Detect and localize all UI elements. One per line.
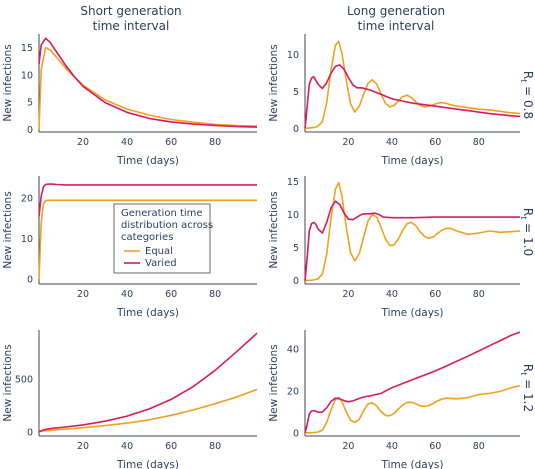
series-line-varied [304, 64, 521, 129]
y-tick-label: 20 [287, 386, 299, 397]
row-label-rt-0.8: Rt = 0.8 [519, 71, 535, 119]
x-tick-label: 20 [342, 137, 354, 148]
column-title-long-line1: Long generation [347, 4, 445, 18]
series-line-equal [38, 199, 257, 280]
y-tick-label: 40 [287, 344, 299, 355]
x-tick-label: 40 [386, 289, 398, 300]
series-line-varied [304, 331, 521, 434]
y-axis-title: New infections [268, 344, 280, 421]
x-tick-label: 80 [473, 137, 485, 148]
series-line-varied [38, 183, 257, 217]
column-title-long-line2: time interval [358, 19, 435, 33]
row-label-text: Rt = 1.2 [519, 364, 535, 412]
x-tick-label: 20 [342, 441, 354, 452]
y-tick-label: 0 [293, 124, 299, 135]
chart-panel-long-0.8: 20 40 60 80 0 5 10 Time (days) New infections [268, 34, 521, 167]
x-tick-label: 20 [77, 137, 89, 148]
y-tick-label: 500 [15, 374, 33, 385]
x-tick-label: 40 [121, 137, 133, 148]
y-tick-label: 0 [293, 276, 299, 287]
y-tick-label: 20 [21, 194, 33, 205]
column-title-long: Long generation time interval [347, 4, 445, 33]
x-tick-label: 40 [386, 137, 398, 148]
row-label-text: Rt = 1.0 [519, 208, 535, 256]
legend-title-line1: Generation time [121, 208, 203, 219]
x-tick-label: 20 [342, 289, 354, 300]
x-axis-title: Time (days) [380, 459, 443, 469]
x-tick-label: 20 [77, 289, 89, 300]
series-line-equal [304, 384, 521, 434]
chart-panel-long-1.2: 20 40 60 80 0 20 40 Time (days) New infections [268, 330, 521, 469]
x-tick-label: 60 [429, 441, 441, 452]
legend-label-equal: Equal [145, 246, 173, 257]
x-axis-title: Time (days) [380, 307, 443, 319]
x-axis-title: Time (days) [116, 307, 179, 319]
column-title-short-line2: time interval [93, 19, 170, 33]
row-label-text: Rt = 0.8 [519, 71, 535, 119]
series-line-equal [304, 181, 521, 282]
x-tick-label: 20 [77, 441, 89, 452]
chart-panel-short-0.8: 20 40 60 80 0 5 10 15 Time (days) New infections [2, 34, 258, 167]
x-tick-label: 80 [209, 137, 221, 148]
x-tick-label: 80 [209, 289, 221, 300]
x-tick-label: 80 [209, 441, 221, 452]
y-tick-label: 5 [293, 243, 299, 254]
series-line-varied [38, 332, 258, 433]
y-axis-title: New infections [268, 191, 280, 268]
y-tick-label: 10 [21, 234, 33, 245]
series-line-equal [38, 46, 258, 130]
legend: Generation time distribution across cate… [113, 203, 213, 274]
x-tick-label: 40 [121, 441, 133, 452]
x-axis-title: Time (days) [116, 155, 179, 167]
series-line-varied [38, 37, 258, 128]
legend-title-line2: distribution across [121, 220, 213, 231]
row-label-rt-1.2: Rt = 1.2 [519, 364, 535, 412]
y-tick-label: 0 [293, 428, 299, 439]
x-tick-label: 60 [165, 289, 177, 300]
x-tick-label: 80 [473, 441, 485, 452]
column-title-short: Short generation time interval [80, 4, 181, 33]
legend-title-line3: categories [121, 232, 173, 243]
series-line-varied [304, 200, 520, 281]
x-axis-title: Time (days) [380, 155, 443, 167]
y-axis-title: New infections [2, 344, 14, 421]
y-tick-label: 0 [27, 125, 33, 136]
chart-panel-long-1.0: 20 40 60 80 0 5 10 15 Time (days) New infections [268, 176, 521, 319]
y-axis-title: New infections [2, 44, 14, 121]
x-tick-label: 60 [165, 441, 177, 452]
x-tick-label: 80 [473, 289, 485, 300]
series-line-equal [38, 388, 258, 433]
chart-panel-short-1.2: 20 40 60 80 0 500 Time (days) New infections [2, 330, 258, 469]
legend-box [113, 203, 211, 274]
y-tick-label: 15 [287, 177, 299, 188]
series-line-equal [304, 40, 521, 130]
y-tick-label: 10 [287, 210, 299, 221]
x-axis-title: Time (days) [116, 459, 179, 469]
x-tick-label: 60 [165, 137, 177, 148]
y-tick-label: 10 [287, 50, 299, 61]
y-tick-label: 10 [21, 70, 33, 81]
column-title-short-line1: Short generation [80, 4, 181, 18]
y-tick-label: 0 [27, 275, 33, 286]
row-label-rt-1.0: Rt = 1.0 [519, 208, 535, 256]
x-tick-label: 60 [429, 137, 441, 148]
y-tick-label: 15 [21, 43, 33, 54]
chart-panel-short-1.0: 20 40 60 80 0 10 20 Time (days) New infections [2, 176, 257, 319]
x-tick-label: 60 [429, 289, 441, 300]
y-axis-title: New infections [268, 44, 280, 121]
legend-label-varied: Varied [145, 258, 177, 269]
x-tick-label: 40 [386, 441, 398, 452]
y-tick-label: 0 [27, 427, 33, 438]
x-tick-label: 40 [121, 289, 133, 300]
y-tick-label: 5 [27, 98, 33, 109]
y-tick-label: 5 [293, 87, 299, 98]
y-axis-title: New infections [2, 191, 14, 268]
